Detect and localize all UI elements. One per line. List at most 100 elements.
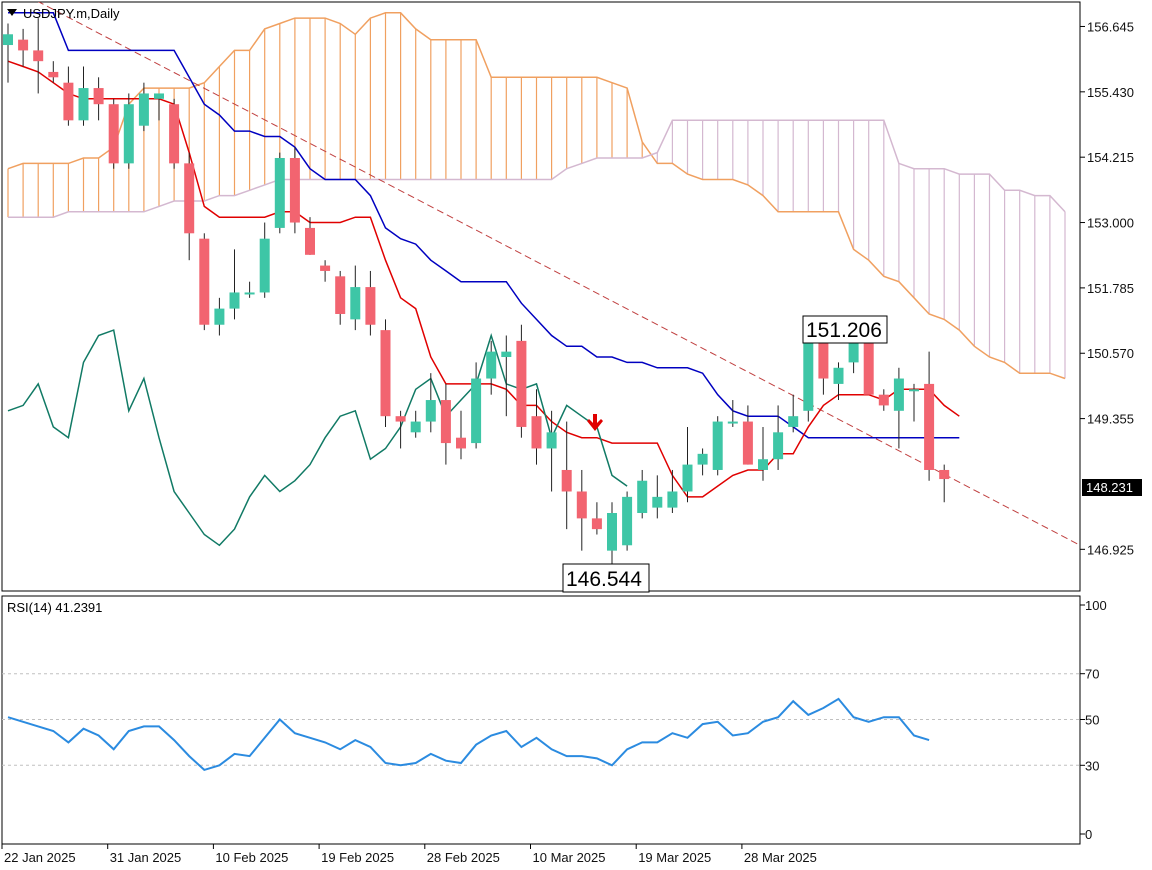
candle-bull [274, 157, 285, 228]
candle-bull [78, 88, 89, 121]
sell-arrow-icon [587, 414, 603, 431]
candle-bull [893, 378, 904, 411]
date-tick-label: 22 Jan 2025 [4, 850, 76, 865]
price-tick-label: 155.430 [1087, 85, 1134, 100]
candle-bear [63, 82, 74, 121]
date-tick-label: 19 Feb 2025 [321, 850, 394, 865]
rsi-line [7, 697, 930, 772]
high-annotation: 151.206 [806, 319, 882, 342]
rsi-tick-label: 70 [1085, 667, 1099, 682]
candle-bull [229, 292, 240, 309]
rsi-panel [1, 595, 1081, 845]
candle-bull [637, 480, 648, 514]
low-annotation-box [562, 563, 650, 593]
candle-bear [93, 88, 104, 105]
date-tick-label: 10 Mar 2025 [533, 850, 606, 865]
high-annotation-box [802, 315, 888, 344]
candle-bull [697, 453, 708, 465]
price-tick-label: 151.785 [1087, 281, 1134, 296]
candle-bear [531, 416, 542, 449]
date-tick-label: 31 Jan 2025 [110, 850, 182, 865]
candle-bear [818, 340, 829, 379]
candle-bull [667, 491, 678, 508]
candle-bear [742, 421, 753, 465]
trendline [37, 2, 1080, 546]
symbol-dropdown-icon[interactable] [7, 9, 17, 16]
candle-bear [320, 265, 331, 271]
candle-bull [727, 421, 738, 424]
candle-bull [350, 287, 361, 320]
price-tick-label: 154.215 [1087, 150, 1134, 165]
symbol-title: USDJPY.m,Daily [23, 6, 120, 21]
candle-bull [259, 238, 270, 293]
candle-bull [607, 513, 617, 551]
candle-bull [486, 351, 497, 379]
candle-bear [33, 50, 44, 62]
price-tick-label: 150.570 [1087, 346, 1134, 361]
kijun-sen-line [8, 12, 960, 439]
candle-bull [410, 421, 421, 433]
candle-bear [395, 416, 406, 422]
candle-bull [758, 459, 768, 470]
downtrend-line [37, 2, 1080, 546]
candle-bull [501, 351, 512, 358]
price-panel [1, 1, 1081, 592]
date-tick-label: 19 Mar 2025 [638, 850, 711, 865]
price-tick-label: 146.925 [1087, 542, 1134, 557]
candle-bull [471, 378, 482, 444]
candle-bear [48, 71, 59, 78]
candle-bear [939, 469, 950, 480]
rsi-tick-label: 50 [1085, 713, 1099, 728]
candle-bull [833, 367, 844, 384]
senkou-span-b [8, 119, 1066, 218]
candle-bear [184, 163, 195, 234]
candle-bear [576, 491, 587, 519]
candle-bear [335, 276, 346, 314]
candle-bull [214, 308, 225, 325]
rsi-title: RSI(14) 41.2391 [7, 600, 102, 615]
rsi-series [2, 673, 1080, 772]
candles [3, 18, 950, 570]
candle-bear [863, 330, 874, 395]
axes: 156.645 155.430 154.215 153.000 151.785 150.5… [1, 19, 1134, 865]
rsi-tick-label: 100 [1085, 598, 1107, 613]
candle-bear [456, 437, 466, 449]
candle-bull [909, 389, 919, 392]
candle-bull [546, 432, 557, 449]
candle-bull [773, 432, 784, 460]
date-tick-label: 28 Feb 2025 [427, 850, 500, 865]
candle-bull [622, 496, 633, 546]
price-tick-label: 153.000 [1087, 216, 1134, 231]
candle-bull [123, 104, 134, 164]
rsi-tick-label: 0 [1085, 827, 1092, 842]
candle-bear [199, 238, 210, 325]
candle-bear [561, 469, 572, 492]
candle-bull [652, 496, 663, 508]
candle-bull [788, 416, 799, 427]
candle-bear [18, 39, 29, 51]
candle-bear [516, 340, 527, 427]
candle-bear [440, 400, 451, 444]
low-annotation: 146.544 [566, 568, 642, 591]
candle-bear [289, 157, 300, 223]
rsi-tick-label: 30 [1085, 758, 1099, 773]
price-tick-label: 156.645 [1087, 19, 1134, 34]
candle-bear [305, 227, 315, 255]
current-price-label: 148.231 [1086, 480, 1133, 495]
price-tick-label: 149.355 [1087, 412, 1134, 427]
current-price-tag [1082, 479, 1142, 496]
date-tick-label: 10 Feb 2025 [215, 850, 288, 865]
candle-bear [924, 383, 935, 470]
candle-bear [878, 394, 889, 406]
tenkan-sen-line [7, 60, 960, 498]
candle-bull [3, 34, 13, 46]
candle-bull [712, 421, 723, 470]
candle-bull [682, 464, 693, 492]
candle-bear [591, 518, 602, 530]
candle-bull [848, 330, 859, 363]
candle-bear [380, 330, 391, 417]
candle-bull [425, 400, 436, 422]
candle-bear [365, 287, 376, 325]
candle-bear [169, 104, 180, 164]
